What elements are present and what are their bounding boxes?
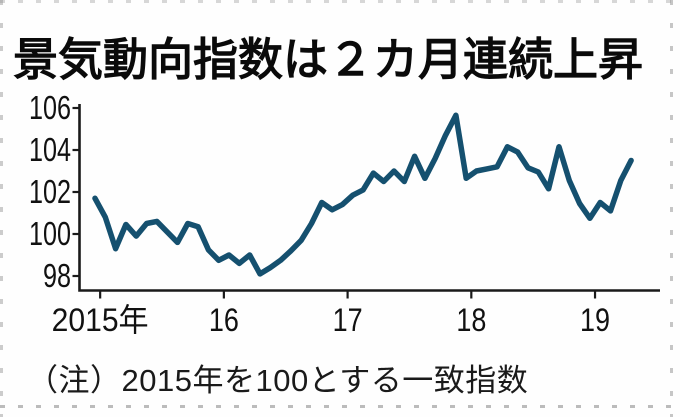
y-axis-label: 104: [29, 131, 71, 168]
x-axis-label: 17: [333, 302, 363, 338]
axis-frame: [78, 104, 660, 292]
coincident-index-line: [92, 112, 634, 277]
footnote: （注）2015年を100とする一致指数: [27, 363, 529, 398]
y-axis-label: 100: [29, 215, 71, 252]
headline: 景気動向指数は２カ月連続上昇: [13, 34, 644, 86]
axis-labels: 106 104 102 100 98 2015年 16 17 18 19: [29, 89, 610, 338]
x-axis-label: 19: [580, 302, 610, 338]
axes: [78, 104, 660, 292]
y-axis-label: 102: [29, 173, 71, 210]
index-line-series: [92, 112, 634, 277]
x-axis-label: 18: [456, 302, 486, 338]
axis-ticks: [72, 106, 597, 299]
x-axis-label: 16: [209, 302, 239, 338]
y-axis-label: 106: [29, 89, 71, 126]
y-axis-label: 98: [43, 257, 71, 294]
x-axis-label: 2015年: [52, 302, 149, 338]
